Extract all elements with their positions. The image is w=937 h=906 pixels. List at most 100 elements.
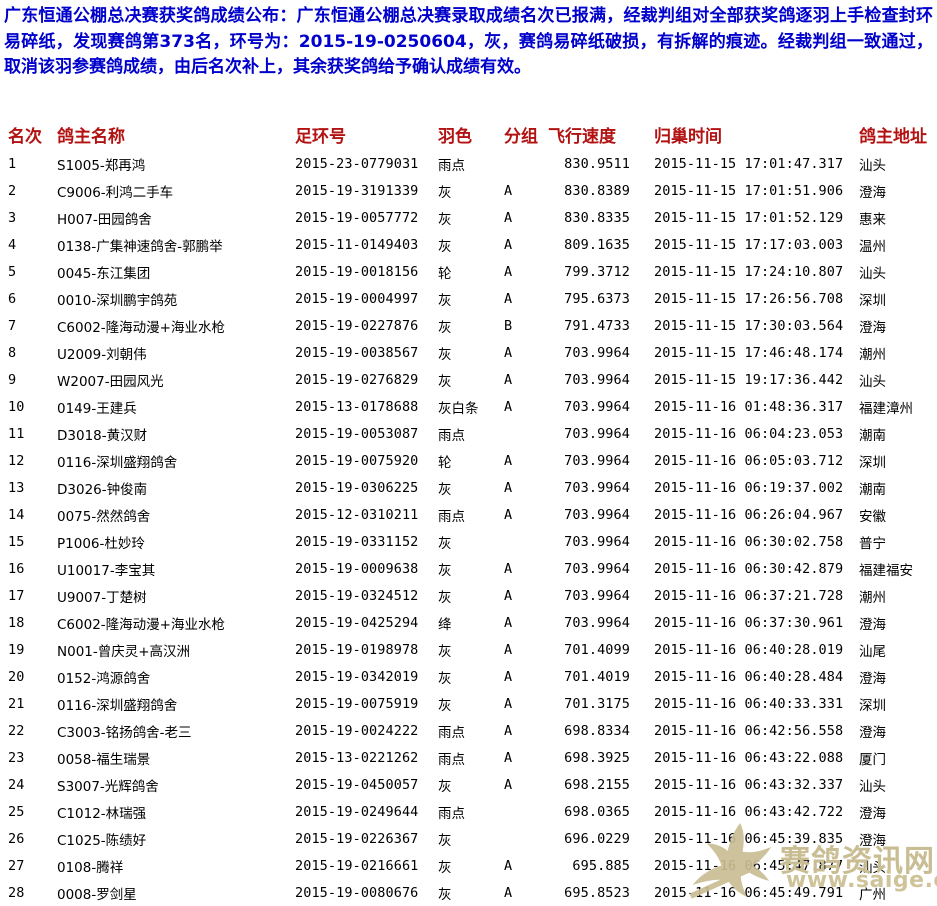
table-row: 11 D3018-黄汉财 2015-19-0053087 雨点 703.9964 2015… xyxy=(0,420,937,447)
cell-rank: 7 xyxy=(8,317,17,334)
table-row: 28 0008-罗剑星 2015-19-0080676 灰 A 695.8523 2015-… xyxy=(0,879,937,906)
cell-ring-number: 2015-13-0178688 xyxy=(295,398,419,415)
cell-flight-speed: 703.9964 xyxy=(564,614,630,631)
cell-ring-number: 2015-19-0024222 xyxy=(295,722,419,739)
cell-rank: 21 xyxy=(8,695,25,712)
cell-ring-number: 2015-19-0198978 xyxy=(295,641,419,658)
cell-plumage-color: 轮 xyxy=(438,454,452,471)
cell-owner-address: 澄海 xyxy=(859,724,886,741)
announcement-paragraph: 广东恒通公棚总决赛获奖鸽成绩公布：广东恒通公棚总决赛录取成绩名次已报满，经裁判组… xyxy=(4,6,933,77)
cell-rank: 26 xyxy=(8,830,25,847)
cell-rank: 24 xyxy=(8,776,25,793)
cell-owner-address: 澄海 xyxy=(859,832,886,849)
cell-rank: 11 xyxy=(8,425,25,442)
cell-owner: D3018-黄汉财 xyxy=(57,427,148,444)
table-row: 23 0058-福生瑞景 2015-13-0221262 雨点 A 698.3925 201… xyxy=(0,744,937,771)
cell-rank: 18 xyxy=(8,614,25,631)
cell-group: A xyxy=(504,371,513,388)
cell-group: A xyxy=(504,506,513,523)
table-row: 21 0116-深圳盛翔鸽舍 2015-19-0075919 灰 A 701.3175 20… xyxy=(0,690,937,717)
cell-plumage-color: 灰 xyxy=(438,670,452,687)
cell-arrival-time: 2015-11-16 06:40:33.331 xyxy=(654,695,844,712)
cell-group: A xyxy=(504,884,513,901)
table-row: 4 0138-广集神速鸽舍-郭鹏举 2015-11-0149403 灰 A 809.163… xyxy=(0,231,937,258)
cell-group: A xyxy=(504,452,513,469)
cell-plumage-color: 灰 xyxy=(438,481,452,498)
cell-arrival-time: 2015-11-15 17:26:56.708 xyxy=(654,290,844,307)
cell-owner-address: 普宁 xyxy=(859,535,886,552)
cell-owner: S1005-郑再鸿 xyxy=(57,157,146,174)
cell-owner: 0149-王建兵 xyxy=(57,400,137,417)
cell-group: A xyxy=(504,479,513,496)
cell-plumage-color: 灰 xyxy=(438,238,452,255)
cell-owner: H007-田园鸽舍 xyxy=(57,211,152,228)
column-header-owner: 鸽主名称 xyxy=(57,126,125,147)
cell-ring-number: 2015-19-0425294 xyxy=(295,614,419,631)
cell-arrival-time: 2015-11-16 06:37:21.728 xyxy=(654,587,844,604)
cell-group: A xyxy=(504,857,513,874)
race-results-table: 名次 鸽主名称 足环号 羽色 分组 飞行速度 归巢时间 鸽主地址 1 S1005-… xyxy=(0,118,937,906)
table-row: 6 0010-深圳鹏宇鸽苑 2015-19-0004997 灰 A 795.6373 201… xyxy=(0,285,937,312)
table-header: 名次 鸽主名称 足环号 羽色 分组 飞行速度 归巢时间 鸽主地址 xyxy=(0,118,937,150)
table-header-row: 名次 鸽主名称 足环号 羽色 分组 飞行速度 归巢时间 鸽主地址 xyxy=(0,118,937,150)
cell-ring-number: 2015-19-0004997 xyxy=(295,290,419,307)
cell-arrival-time: 2015-11-16 06:30:42.879 xyxy=(654,560,844,577)
cell-flight-speed: 703.9964 xyxy=(564,506,630,523)
cell-owner-address: 汕头 xyxy=(859,265,886,282)
cell-arrival-time: 2015-11-15 17:24:10.807 xyxy=(654,263,844,280)
cell-plumage-color: 雨点 xyxy=(438,508,465,525)
cell-arrival-time: 2015-11-15 17:01:51.906 xyxy=(654,182,844,199)
column-header-ring-number: 足环号 xyxy=(295,126,346,147)
cell-ring-number: 2015-19-0450057 xyxy=(295,776,419,793)
cell-owner: N001-曾庆灵+高汉洲 xyxy=(57,643,191,660)
cell-rank: 27 xyxy=(8,857,25,874)
cell-rank: 9 xyxy=(8,371,17,388)
cell-group: A xyxy=(504,614,513,631)
cell-flight-speed: 698.8334 xyxy=(564,722,630,739)
cell-owner: P1006-杜妙玲 xyxy=(57,535,145,552)
cell-owner-address: 潮南 xyxy=(859,481,886,498)
cell-owner-address: 深圳 xyxy=(859,697,886,714)
cell-arrival-time: 2015-11-16 06:37:30.961 xyxy=(654,614,844,631)
cell-flight-speed: 830.8335 xyxy=(564,209,630,226)
cell-ring-number: 2015-19-0249644 xyxy=(295,803,419,820)
cell-arrival-time: 2015-11-15 17:17:03.003 xyxy=(654,236,844,253)
cell-group: A xyxy=(504,263,513,280)
cell-plumage-color: 雨点 xyxy=(438,805,465,822)
table-row: 19 N001-曾庆灵+高汉洲 2015-19-0198978 灰 A 701.4099 2… xyxy=(0,636,937,663)
cell-owner-address: 深圳 xyxy=(859,292,886,309)
cell-group xyxy=(494,528,540,555)
cell-owner-address: 汕头 xyxy=(859,373,886,390)
cell-owner-address: 安徽 xyxy=(859,508,886,525)
cell-owner: 0010-深圳鹏宇鸽苑 xyxy=(57,292,178,309)
cell-plumage-color: 雨点 xyxy=(438,751,465,768)
cell-rank: 4 xyxy=(8,236,17,253)
cell-group: A xyxy=(504,749,513,766)
table-row: 13 D3026-钟俊南 2015-19-0306225 灰 A 703.9964 2015… xyxy=(0,474,937,501)
cell-flight-speed: 703.9964 xyxy=(564,533,630,550)
cell-flight-speed: 698.3925 xyxy=(564,749,630,766)
cell-plumage-color: 灰 xyxy=(438,346,452,363)
cell-plumage-color: 灰白条 xyxy=(438,400,479,417)
cell-owner: 0116-深圳盛翔鸽舍 xyxy=(57,454,178,471)
cell-ring-number: 2015-11-0149403 xyxy=(295,236,419,253)
cell-owner: 0152-鸿源鸽舍 xyxy=(57,670,151,687)
cell-rank: 19 xyxy=(8,641,25,658)
table-row: 27 0108-腾祥 2015-19-0216661 灰 A 695.885 2015-11… xyxy=(0,852,937,879)
cell-group: A xyxy=(504,398,513,415)
cell-owner-address: 潮州 xyxy=(859,346,886,363)
cell-ring-number: 2015-19-0216661 xyxy=(295,857,419,874)
cell-group: A xyxy=(504,560,513,577)
cell-rank: 14 xyxy=(8,506,25,523)
cell-owner: C1012-林瑞强 xyxy=(57,805,147,822)
cell-plumage-color: 灰 xyxy=(438,292,452,309)
cell-flight-speed: 791.4733 xyxy=(564,317,630,334)
cell-ring-number: 2015-12-0310211 xyxy=(295,506,419,523)
cell-plumage-color: 灰 xyxy=(438,211,452,228)
cell-owner: S3007-光辉鸽舍 xyxy=(57,778,159,795)
cell-group xyxy=(494,825,540,852)
cell-group: A xyxy=(504,236,513,253)
cell-arrival-time: 2015-11-16 01:48:36.317 xyxy=(654,398,844,415)
cell-arrival-time: 2015-11-16 06:04:23.053 xyxy=(654,425,844,442)
cell-owner: 0138-广集神速鸽舍-郭鹏举 xyxy=(57,238,223,255)
